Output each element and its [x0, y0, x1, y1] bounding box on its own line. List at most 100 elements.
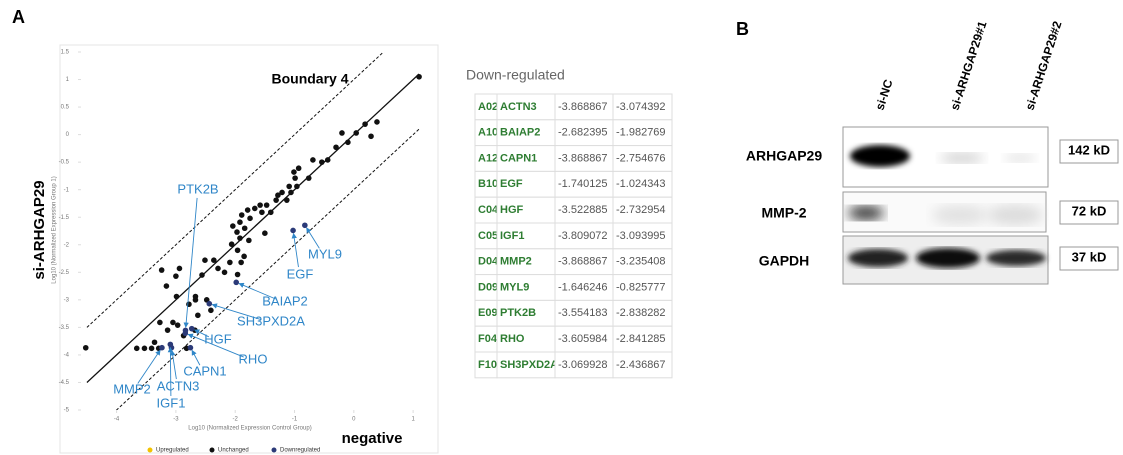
band [848, 206, 884, 220]
y-tick-label: -1.5 [59, 215, 70, 221]
table-cell-text: MMP2 [500, 256, 532, 268]
x-tick-label: -2 [233, 417, 239, 423]
size-label: 37 kD [1072, 249, 1107, 264]
point [257, 202, 263, 208]
point [362, 121, 368, 127]
band [986, 250, 1046, 266]
table-cell-text: B10 [478, 178, 498, 190]
point [374, 119, 380, 125]
point [193, 294, 199, 300]
point [168, 342, 174, 348]
y-tick-label: -4.5 [59, 380, 70, 386]
point [237, 235, 243, 241]
table-cell-text: -3.868867 [558, 256, 608, 268]
annotation-arrow [170, 347, 171, 396]
table-cell-text: -2.838282 [616, 307, 666, 319]
point [177, 266, 183, 272]
table-cell-text: F10 [478, 359, 497, 371]
table-cell-text: RHO [500, 333, 525, 345]
point [241, 254, 247, 260]
table-cell-text: HGF [500, 204, 524, 216]
point [245, 207, 251, 213]
lane-label: si-ARHGAP29#1 [948, 19, 990, 112]
corner-label: negative [342, 430, 403, 447]
table-cell-text: -3.074392 [616, 101, 666, 113]
point [234, 229, 240, 235]
table-cell-text: -1.982769 [616, 127, 666, 139]
y-tick-label: -0.5 [59, 160, 70, 166]
table-cell-text: -2.436867 [616, 359, 666, 371]
x-tick-label: -1 [292, 417, 298, 423]
table-cell-text: C04 [478, 204, 499, 216]
table-cell-text: -2.841285 [616, 333, 666, 345]
y-tick-label: -4 [64, 353, 70, 359]
table-cell-text: -3.093995 [616, 230, 666, 242]
table-cell-text: A12 [478, 152, 498, 164]
lane-label: si-NC [873, 77, 896, 111]
point [310, 157, 316, 163]
y-tick-label: 0.5 [61, 105, 70, 111]
point [186, 301, 192, 307]
band [987, 205, 1043, 225]
reference-line [87, 74, 419, 382]
protein-label: MMP-2 [761, 205, 806, 221]
point [268, 209, 274, 215]
point [294, 184, 300, 190]
x-tick-label: -4 [114, 417, 120, 423]
point [149, 346, 155, 352]
point [284, 197, 290, 203]
point [215, 266, 221, 272]
point [188, 345, 194, 351]
reference-line [87, 19, 419, 327]
scatter-plot: -5-4.5-4-3.5-3-2.5-2-1.5-1-0.500.511.5-4… [59, 19, 422, 454]
table-cell-text: -1.024343 [616, 178, 666, 190]
point [222, 270, 228, 276]
table-cell-text: -1.646246 [558, 281, 608, 293]
gene-annotation: PTK2B [177, 181, 218, 196]
y-tick-label: -1 [64, 187, 70, 193]
point [159, 267, 165, 273]
table-title: Down-regulated [466, 67, 565, 83]
point [206, 301, 212, 307]
gene-annotation: IGF1 [157, 395, 186, 410]
table-cell-text: -3.605984 [558, 333, 608, 345]
y-tick-label: 1.5 [61, 50, 70, 56]
point [142, 346, 148, 352]
point [259, 209, 265, 215]
table-cell-text: E09 [478, 307, 498, 319]
table-cell-text: MYL9 [500, 281, 529, 293]
gene-annotation: HGF [204, 331, 232, 346]
point [296, 165, 302, 171]
x-axis-title: Log10 (Normalized Expression Control Gro… [188, 426, 311, 432]
x-tick-label: 0 [352, 417, 356, 423]
point [211, 257, 217, 263]
gene-annotation: CAPN1 [183, 363, 226, 378]
legend-label: Downregulated [280, 448, 320, 454]
table-cell-text: -3.235408 [616, 256, 666, 268]
point [159, 345, 165, 351]
table-cell-text: -0.825777 [616, 281, 666, 293]
point [157, 320, 163, 326]
table-cell-text: ACTN3 [500, 101, 537, 113]
gene-annotation: SH3PXD2A [237, 313, 305, 328]
table-cell-text: -2.732954 [616, 204, 666, 216]
point [247, 216, 253, 222]
legend-label: Unchanged [218, 448, 249, 454]
point [306, 175, 312, 181]
point [262, 230, 268, 236]
point [416, 74, 422, 80]
table-cell-text: CAPN1 [500, 152, 537, 164]
table-cell-text: IGF1 [500, 230, 524, 242]
table-cell-text: -3.554183 [558, 307, 608, 319]
panel-label: B [736, 19, 749, 39]
point [292, 175, 298, 181]
band [916, 248, 980, 268]
point [83, 345, 89, 351]
table-cell-text: -2.754676 [616, 152, 666, 164]
point [165, 327, 171, 333]
point [246, 238, 252, 244]
point [199, 272, 205, 278]
annotation-arrow [294, 233, 299, 267]
gene-annotation: ACTN3 [157, 378, 200, 393]
point [174, 294, 180, 300]
